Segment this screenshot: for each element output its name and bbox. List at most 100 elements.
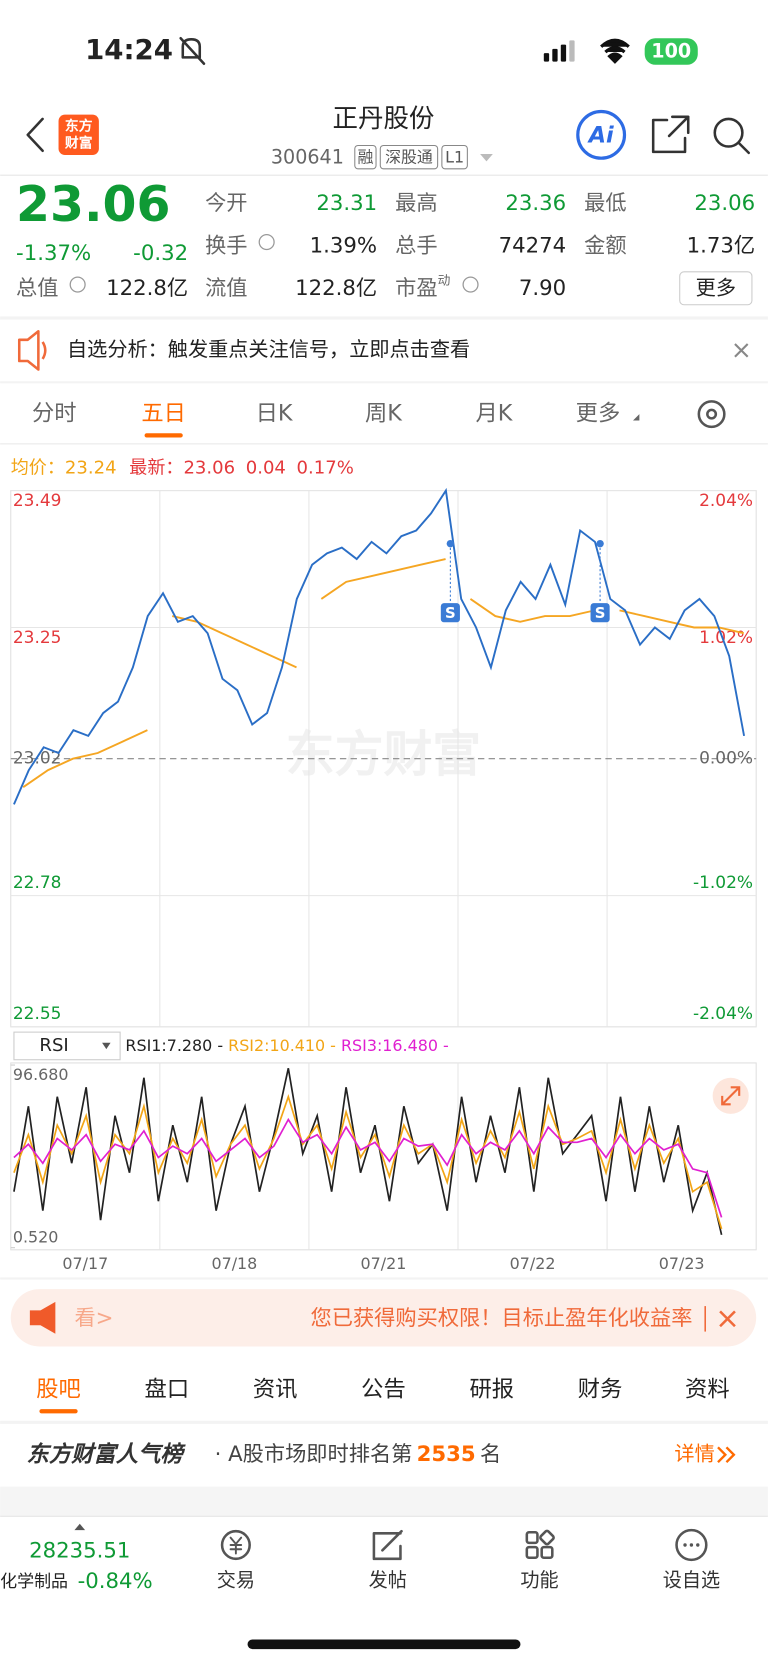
settings-button[interactable]	[697, 400, 726, 429]
action-label[interactable]: 功能	[520, 1569, 558, 1592]
price-line	[13, 487, 746, 805]
stat-value: 122.8亿	[295, 276, 377, 301]
tab-more-arrow	[633, 414, 640, 421]
tab[interactable]: 日K	[256, 401, 294, 427]
logo-text: 财富	[65, 134, 93, 151]
info-icon	[69, 276, 86, 293]
sub-tab[interactable]: 资讯	[253, 1376, 298, 1402]
action-label[interactable]: 交易	[217, 1569, 255, 1592]
sub-tab[interactable]: 研报	[469, 1376, 514, 1402]
stat-label: 流值	[205, 276, 247, 301]
date-label: 07/23	[659, 1254, 705, 1273]
home-indicator	[247, 1639, 521, 1650]
date-label: 07/22	[510, 1254, 556, 1273]
ranking-text: · A股市场即时排名第 2535 名	[215, 1442, 502, 1467]
y-tick-label: 22.78	[13, 873, 62, 893]
sector-change: -0.84%	[78, 1569, 153, 1594]
tab[interactable]: 分时	[32, 401, 77, 427]
megaphone-icon	[29, 1301, 56, 1334]
tab[interactable]: 月K	[475, 401, 513, 427]
tag: 融	[357, 148, 373, 167]
ranking-link[interactable]: 详情	[674, 1441, 714, 1465]
rsi-legend: RSI1:7.280 - RSI2:10.410 - RSI3:16.480 -	[125, 1035, 448, 1054]
link-chevron	[717, 1446, 736, 1464]
expand-arrow[interactable]	[74, 1523, 86, 1531]
y-tick-label: 23.49	[13, 491, 62, 511]
ad-close[interactable]	[719, 1310, 736, 1328]
back-button[interactable]	[26, 117, 44, 153]
tab[interactable]: 周K	[365, 401, 403, 427]
divider	[0, 1486, 768, 1517]
change-pct: -1.37%	[16, 241, 91, 266]
sub-tab[interactable]: 公告	[361, 1376, 406, 1402]
stat-label: 今开	[205, 191, 247, 216]
rsi-tick-label: 0.520	[13, 1228, 59, 1247]
logo-text: 东方	[65, 117, 93, 134]
marker[interactable]	[440, 603, 460, 623]
date-label: 07/21	[361, 1254, 407, 1273]
dropdown-arrow[interactable]	[480, 153, 493, 162]
avg-line	[619, 609, 744, 635]
stat-value: 23.36	[505, 191, 566, 216]
sub-tab-underline	[39, 1409, 78, 1414]
ranking-brand: 东方财富人气榜	[27, 1441, 187, 1467]
stat-value: 23.31	[316, 191, 377, 216]
marker[interactable]	[590, 603, 610, 623]
avg-line	[22, 729, 148, 789]
battery	[644, 38, 698, 65]
y-tick-label: 22.55	[13, 1004, 62, 1024]
search-button[interactable]	[713, 117, 751, 155]
divider	[0, 1420, 768, 1424]
stock-code: 300641	[271, 146, 344, 169]
ad-banner[interactable]	[10, 1289, 757, 1347]
watermark: 东方财富	[286, 726, 481, 783]
selector-arrow	[102, 1042, 111, 1050]
info-icon	[462, 276, 479, 293]
tab-underline	[144, 433, 183, 438]
close-button[interactable]	[734, 343, 749, 358]
date-label: 07/18	[211, 1254, 257, 1273]
ai-label: Ai	[587, 122, 614, 148]
tab[interactable]: 五日	[141, 401, 186, 427]
divider	[0, 316, 768, 320]
marker-label: S	[595, 604, 606, 622]
action-label[interactable]: 设自选	[663, 1569, 720, 1592]
avg-line	[469, 598, 595, 623]
ai-button[interactable]	[576, 109, 627, 160]
logo[interactable]	[58, 114, 99, 156]
tag-box	[354, 144, 377, 170]
tab[interactable]: 更多	[576, 401, 621, 427]
signal-icon	[543, 40, 575, 62]
sub-tab[interactable]: 资料	[685, 1376, 730, 1402]
marker-dot	[596, 539, 604, 548]
sub-tab[interactable]: 财务	[578, 1376, 623, 1402]
stat-label: 总手	[395, 233, 437, 258]
action-label[interactable]: 发帖	[369, 1569, 407, 1592]
expand-button[interactable]	[712, 1077, 749, 1114]
stock-name: 正丹股份	[333, 104, 435, 134]
rsi3-line	[13, 1117, 723, 1218]
more-button[interactable]	[679, 271, 753, 306]
sub-tab[interactable]: 盘口	[145, 1376, 190, 1402]
wifi-icon	[600, 38, 630, 64]
indicator-name: RSI	[39, 1035, 68, 1056]
indicator-selector[interactable]	[13, 1031, 121, 1061]
pct-tick-label: 2.04%	[699, 491, 753, 511]
divider	[0, 381, 768, 384]
last-price: 23.06	[16, 176, 170, 233]
notice-text[interactable]: 自选分析：触发重点关注信号，立即点击查看	[67, 337, 470, 361]
stat-label: 最低	[584, 191, 626, 216]
marker-label: S	[445, 604, 456, 622]
marker-dot	[446, 539, 455, 548]
rsi-frame	[10, 1062, 757, 1251]
share-button[interactable]	[651, 115, 690, 154]
pct-tick-label: -2.04%	[693, 1004, 753, 1024]
stat-label: 市盈动	[395, 273, 450, 301]
stat-value: 122.8亿	[106, 276, 188, 301]
stat-value: 23.06	[694, 191, 755, 216]
sub-tab[interactable]: 股吧	[36, 1376, 81, 1402]
speaker-icon	[17, 330, 47, 371]
ad-text: 您已获得购买权限！目标止盈年化收益率	[311, 1306, 693, 1331]
stat-label: 换手	[205, 233, 247, 258]
